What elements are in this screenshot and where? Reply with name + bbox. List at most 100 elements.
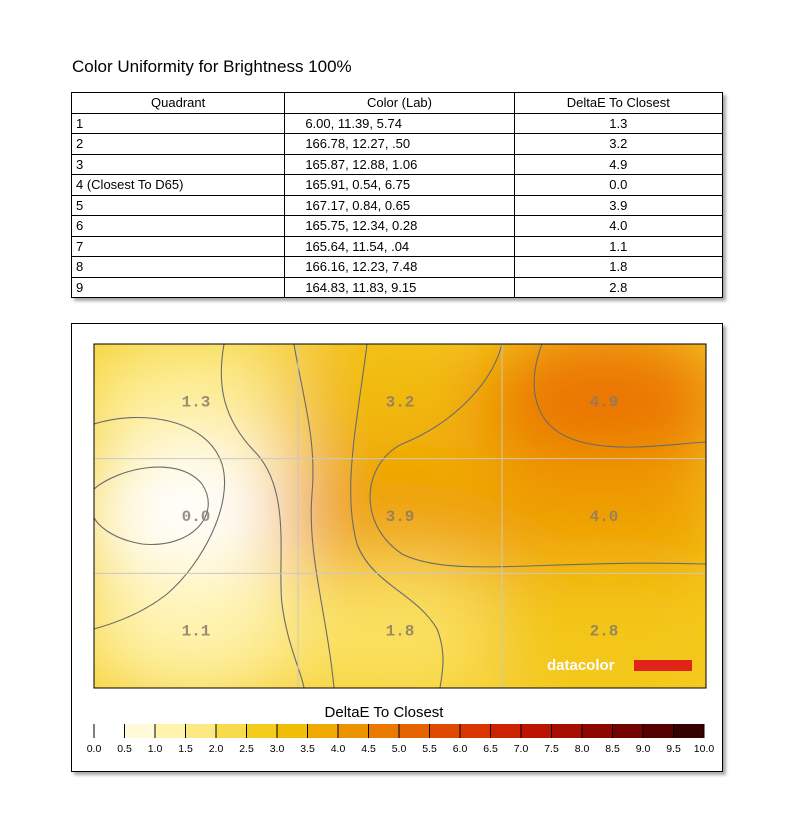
contour-line [293,344,335,688]
color-lab-cell: 6.00, 11.39, 5.74 [284,112,515,134]
scale-swatch [338,724,369,738]
scale-ticks [93,724,705,738]
scale-tick-label: 9.5 [666,743,681,755]
deltae-cell: 4.0 [513,215,724,237]
scale-tick-label: 9.0 [636,743,651,755]
scale-swatch [612,724,644,738]
field-cell-blob [273,344,527,473]
cell-value-label: 1.3 [182,393,211,411]
scale-tick-label: 5.5 [422,743,437,755]
field-min-core [119,471,269,567]
uniformity-chart-frame: 1.3 3.2 4.9 0.0 3.9 4.0 1.1 1.8 2.8 datacolor Delt… [71,323,723,772]
field-cell-blob [273,559,527,688]
cell-value-label: 1.1 [182,623,211,641]
scale-tick-label: 7.0 [514,743,529,755]
quadrant-cell: 6 [70,215,286,237]
scale-tick-label: 6.0 [453,743,468,755]
cell-value-label: 1.8 [386,623,415,641]
field-cell-blob [477,444,706,588]
table-row: 6 165.75, 12.34, 0.28 4.0 [70,215,724,237]
contour-line [369,344,706,568]
cell-value-label: 2.8 [590,623,619,641]
scale-swatch [124,724,156,738]
header-deltae: DeltaE To Closest [513,92,724,114]
scale-tick-label: 3.0 [270,743,285,755]
scale-swatch [643,724,674,738]
table-row: 9 164.83, 11.83, 9.15 2.8 [70,276,724,298]
quadrant-cell: 3 [70,153,286,175]
uniformity-table: Quadrant Color (Lab) DeltaE To Closest 1… [70,92,724,298]
quadrant-cell: 5 [70,194,286,216]
color-lab-cell: 167.17, 0.84, 0.65 [284,194,515,216]
scale-swatch [490,724,522,738]
contour-lines [94,344,706,688]
quadrant-cell: 7 [70,235,286,257]
scale-tick-label: 3.5 [300,743,315,755]
scale-swatch [582,724,613,738]
table-row: 8 166.16, 12.23, 7.48 1.8 [70,256,724,278]
scale-swatch [460,724,491,738]
deltae-cell: 4.9 [513,153,724,175]
contour-line [94,416,226,630]
cell-value-label: 3.9 [386,508,415,526]
field-cell-blob [477,559,706,688]
cell-value-label: 4.0 [590,508,619,526]
scale-tick-label: 7.5 [544,743,559,755]
scale-swatch [94,724,125,738]
field-blobs [94,344,706,688]
uniformity-table-container: Quadrant Color (Lab) DeltaE To Closest 1… [70,92,724,298]
scale-swatch [521,724,552,738]
field-cell-blob [94,559,323,688]
table-row: 4 (Closest To D65) 165.91, 0.54, 6.75 0.0 [70,174,724,196]
scale-swatch [399,724,430,738]
deltae-cell: 1.1 [513,235,724,257]
scale-title: DeltaE To Closest [325,704,445,721]
cell-value-label: 3.2 [386,393,415,411]
logo-bar [634,660,692,671]
color-lab-cell: 166.16, 12.23, 7.48 [284,256,515,278]
color-lab-cell: 166.78, 12.27, .50 [284,133,515,155]
deltae-cell: 3.9 [513,194,724,216]
deltae-cell: 3.2 [513,133,724,155]
header-quadrant: Quadrant [70,92,286,114]
field-cell-blob [94,344,323,473]
table-row: 2 166.78, 12.27, .50 3.2 [70,133,724,155]
scale-tick-label: 4.5 [361,743,376,755]
deltae-cell: 0.0 [513,174,724,196]
table-row: 3 165.87, 12.88, 1.06 4.9 [70,153,724,175]
color-lab-cell: 165.91, 0.54, 6.75 [284,174,515,196]
scale-tick-label: 2.0 [209,743,224,755]
heatmap-field [94,344,706,688]
cell-value-label: 4.9 [590,393,619,411]
color-lab-cell: 164.83, 11.83, 9.15 [284,276,515,298]
table-row: 7 165.64, 11.54, .04 1.1 [70,235,724,257]
quadrant-cell: 1 [70,112,286,134]
scale-tick-label: 0.0 [87,743,102,755]
scale-tick-label: 10.0 [694,743,715,755]
quadrant-cell: 4 (Closest To D65) [70,174,286,196]
scale-swatch [673,724,705,738]
table-row: 5 167.17, 0.84, 0.65 3.9 [70,194,724,216]
scale-swatch [216,724,247,738]
scale-swatch [246,724,278,738]
datacolor-logo: datacolor [547,657,615,674]
scale-swatch [185,724,217,738]
color-lab-cell: 165.75, 12.34, 0.28 [284,215,515,237]
scale-tick-label: 0.5 [117,743,132,755]
deltae-cell: 2.8 [513,276,724,298]
scale-tick-label: 8.5 [605,743,620,755]
deltae-cell: 1.8 [513,256,724,278]
scale-swatch [277,724,308,738]
scale-tick-label: 6.5 [483,743,498,755]
header-color-lab: Color (Lab) [284,92,515,114]
quadrant-cell: 9 [70,276,286,298]
scale-swatch [307,724,339,738]
table-header-row: Quadrant Color (Lab) DeltaE To Closest [70,92,724,114]
scale-tick-label: 1.5 [178,743,193,755]
uniformity-heatmap: 1.3 3.2 4.9 0.0 3.9 4.0 1.1 1.8 2.8 datacolor Delt… [87,343,715,755]
quadrant-cell: 2 [70,133,286,155]
quadrant-cell: 8 [70,256,286,278]
contour-line [94,466,209,545]
cell-value-label: 0.0 [182,508,211,526]
scale-swatch [368,724,400,738]
